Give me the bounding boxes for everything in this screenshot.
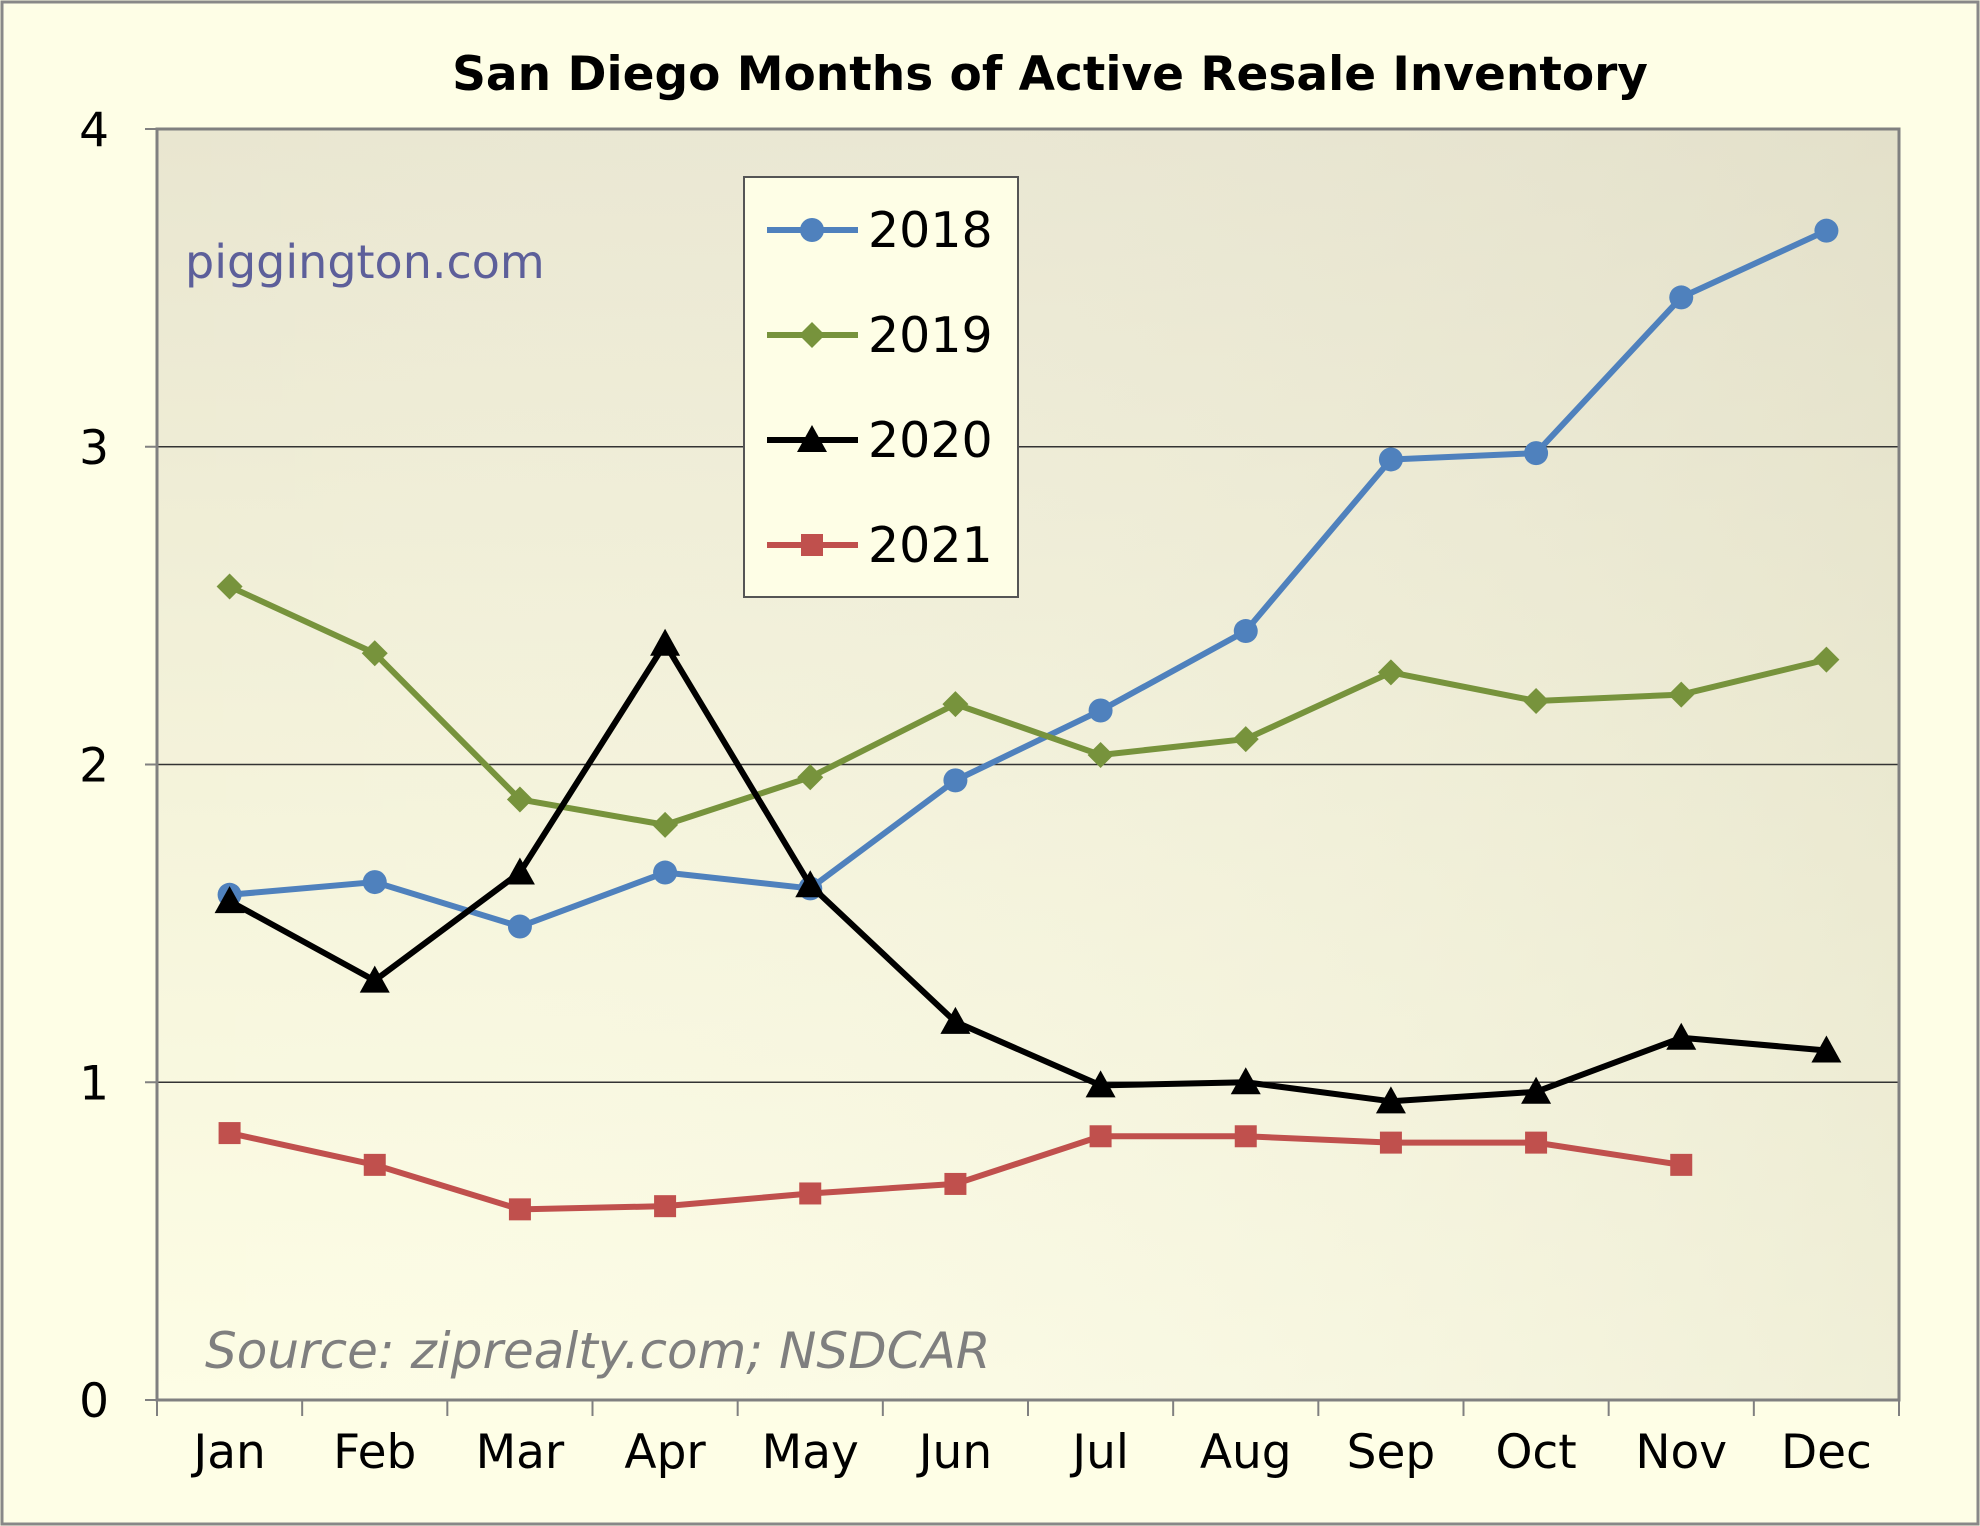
x-tick-label: Aug bbox=[1200, 1425, 1292, 1480]
source-note: Source: ziprealty.com; NSDCAR bbox=[205, 1322, 991, 1380]
x-tick-label: Feb bbox=[333, 1425, 416, 1480]
y-tick-label: 0 bbox=[79, 1374, 109, 1429]
series-2020 bbox=[214, 628, 1842, 1114]
watermark: piggington.com bbox=[185, 235, 545, 289]
legend: 2018 2019 2020 2021 bbox=[743, 176, 1019, 598]
data-point-2020 bbox=[940, 1006, 971, 1034]
data-point-2021 bbox=[218, 1122, 241, 1145]
data-point-2021 bbox=[1379, 1131, 1402, 1154]
legend-entry-2019: 2019 bbox=[767, 307, 993, 364]
data-point-2019 bbox=[1232, 726, 1259, 753]
x-tick-label: Dec bbox=[1781, 1425, 1872, 1480]
data-point-2019 bbox=[361, 640, 388, 667]
y-tick-label: 2 bbox=[79, 739, 109, 794]
data-point-2019 bbox=[942, 691, 969, 718]
series-2021 bbox=[218, 1122, 1693, 1221]
data-point-2018 bbox=[1524, 441, 1549, 466]
data-point-2019 bbox=[797, 764, 824, 791]
data-point-2020 bbox=[1375, 1086, 1406, 1114]
x-tick-label: Jun bbox=[916, 1425, 992, 1480]
data-point-2018 bbox=[1378, 447, 1403, 472]
x-tick-label: Nov bbox=[1635, 1425, 1727, 1480]
y-tick-label: 3 bbox=[79, 421, 109, 476]
data-point-2020 bbox=[504, 857, 535, 885]
y-tick-label: 1 bbox=[79, 1056, 109, 1111]
axes: 0 1 2 3 4 Jan Feb Mar Apr May Jun Jul Aug Sep Oct Nov De… bbox=[79, 103, 1901, 1480]
data-point-2019 bbox=[652, 811, 679, 838]
data-point-2021 bbox=[1670, 1153, 1693, 1176]
data-point-2020 bbox=[214, 886, 245, 914]
data-point-2020 bbox=[1811, 1035, 1842, 1063]
x-tick-label: Mar bbox=[476, 1425, 565, 1480]
x-tick-label: Sep bbox=[1347, 1425, 1436, 1480]
series-2019 bbox=[216, 573, 1840, 838]
gridlines bbox=[157, 446, 1899, 1083]
data-point-2019 bbox=[506, 786, 533, 813]
data-point-2021 bbox=[1089, 1125, 1112, 1148]
legend-entry-2021: 2021 bbox=[767, 517, 993, 574]
data-point-2018 bbox=[1233, 619, 1258, 644]
data-point-2019 bbox=[1523, 687, 1550, 714]
x-tick-label: Jul bbox=[1069, 1425, 1129, 1480]
data-point-2020 bbox=[359, 965, 390, 993]
data-point-2018 bbox=[943, 768, 968, 793]
x-tick-label: May bbox=[762, 1425, 859, 1480]
data-point-2020 bbox=[1085, 1070, 1116, 1098]
data-point-2021 bbox=[363, 1153, 386, 1176]
data-point-2019 bbox=[1087, 741, 1114, 768]
legend-label: 2018 bbox=[868, 202, 993, 259]
data-point-2020 bbox=[1230, 1067, 1261, 1095]
legend-entry-2018: 2018 bbox=[767, 202, 993, 259]
data-point-2019 bbox=[1668, 681, 1695, 708]
data-point-2018 bbox=[653, 860, 678, 885]
legend-entry-2020: 2020 bbox=[767, 412, 993, 469]
legend-marker bbox=[801, 534, 823, 556]
legend-label: 2019 bbox=[868, 307, 993, 364]
data-point-2019 bbox=[1813, 646, 1840, 673]
x-tick-label: Jan bbox=[190, 1425, 265, 1480]
legend-marker bbox=[797, 425, 827, 452]
legend-label: 2021 bbox=[868, 517, 993, 574]
data-point-2020 bbox=[1666, 1022, 1697, 1050]
y-tick-label: 4 bbox=[79, 103, 109, 158]
data-point-2019 bbox=[216, 573, 243, 600]
legend-label: 2020 bbox=[868, 412, 993, 469]
series-group bbox=[214, 218, 1842, 1221]
data-point-2021 bbox=[508, 1198, 531, 1221]
data-point-2018 bbox=[1669, 285, 1694, 310]
data-point-2021 bbox=[799, 1182, 822, 1205]
legend-box bbox=[743, 176, 1019, 598]
data-point-2018 bbox=[362, 870, 387, 895]
x-tick-label: Oct bbox=[1495, 1425, 1576, 1480]
data-point-2018 bbox=[1088, 698, 1113, 723]
x-tick-label: Apr bbox=[624, 1425, 706, 1480]
data-point-2021 bbox=[944, 1172, 967, 1195]
series-line-2018 bbox=[229, 227, 1828, 930]
data-point-2020 bbox=[650, 628, 681, 656]
data-point-2020 bbox=[795, 870, 826, 898]
chart-title: San Diego Months of Active Resale Invent… bbox=[452, 47, 1648, 102]
data-point-2019 bbox=[1377, 659, 1404, 686]
legend-marker bbox=[799, 322, 825, 348]
legend-marker bbox=[800, 218, 824, 242]
series-line-2020 bbox=[228, 640, 1827, 1105]
data-point-2018 bbox=[1814, 218, 1839, 243]
data-point-2021 bbox=[654, 1195, 677, 1218]
series-line-2019 bbox=[228, 583, 1828, 828]
data-point-2021 bbox=[1525, 1131, 1548, 1154]
data-point-2021 bbox=[1234, 1125, 1257, 1148]
data-point-2018 bbox=[507, 914, 532, 939]
data-point-2020 bbox=[1521, 1076, 1552, 1104]
